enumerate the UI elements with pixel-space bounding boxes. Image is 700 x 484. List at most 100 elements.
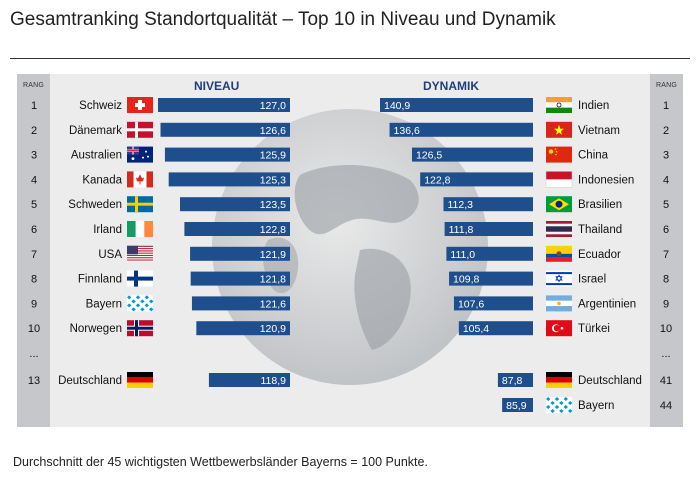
rank-header-left: RANG	[22, 82, 45, 89]
page-title: Gesamtranking Standortqualität – Top 10 …	[10, 9, 556, 30]
flag-israel-icon	[546, 270, 572, 287]
niveau-rank: 1	[31, 100, 37, 112]
niveau-country-label: Deutschland	[58, 375, 122, 387]
niveau-rank: 8	[31, 274, 37, 286]
niveau-bar	[190, 246, 290, 261]
dynamik-country-label: Argentinien	[578, 298, 636, 310]
niveau-country-label: Irland	[93, 224, 122, 236]
dynamik-bar	[446, 246, 533, 261]
dynamik-country-label: Deutschland	[578, 375, 642, 387]
niveau-country-label: Dänemark	[69, 125, 122, 137]
flag-bavaria-icon	[127, 295, 154, 312]
flag-usa-icon	[127, 245, 153, 262]
niveau-country-label: Schweden	[68, 199, 122, 211]
flag-canada-icon	[127, 171, 153, 188]
flag-norway-icon	[127, 320, 153, 337]
flag-switzerland-icon	[127, 97, 153, 113]
dynamik-rank: 5	[663, 199, 669, 211]
niveau-country-label: Schweiz	[79, 100, 122, 112]
dynamik-bar	[411, 147, 533, 162]
dynamik-value-label: 126,5	[416, 150, 442, 162]
dynamik-bar	[380, 98, 533, 112]
niveau-rank: 2	[31, 125, 37, 137]
dynamik-rank: 8	[663, 274, 669, 286]
niveau-bar	[160, 122, 290, 137]
flag-argentina-icon	[546, 295, 572, 312]
niveau-rank: 7	[31, 249, 37, 261]
rank-ellipsis-left: ...	[29, 348, 38, 360]
dynamik-bar	[449, 271, 533, 286]
dynamik-bar	[420, 172, 533, 187]
dynamik-value-label: 122,8	[424, 174, 450, 186]
flag-vietnam-icon	[546, 121, 572, 138]
flag-india-icon	[546, 97, 572, 113]
dynamik-bar	[444, 222, 533, 236]
niveau-value-label: 120,9	[260, 323, 286, 335]
flag-brazil-icon	[546, 196, 572, 213]
niveau-value-label: 123,5	[260, 199, 286, 211]
dynamik-rank: 10	[660, 323, 672, 335]
rank-column-left	[17, 74, 50, 427]
dynamik-country-label: Indonesien	[578, 174, 634, 186]
dynamik-value-label: 140,9	[384, 100, 410, 112]
niveau-value-label: 127,0	[260, 100, 286, 112]
flag-thailand-icon	[546, 221, 572, 237]
dynamik-country-label: Vietnam	[578, 125, 620, 137]
niveau-country-label: USA	[98, 249, 122, 261]
dynamik-rank: 1	[663, 100, 669, 112]
flag-germany-icon	[127, 372, 153, 388]
dynamik-rank: 4	[663, 174, 669, 186]
dynamik-country-label: Ecuador	[578, 249, 621, 261]
niveau-bar	[190, 271, 290, 286]
dynamik-value-label: 111,8	[449, 224, 474, 236]
dynamik-value-label: 87,8	[502, 375, 523, 387]
flag-indonesia-icon	[545, 171, 573, 188]
dynamik-country-label: Israel	[578, 274, 606, 286]
rank-header-right: RANG	[655, 82, 678, 89]
dynamik-rank: 41	[660, 375, 672, 387]
dynamik-country-label: Thailand	[578, 224, 622, 236]
niveau-value-label: 126,6	[260, 125, 286, 137]
dynamik-value-label: 107,6	[458, 298, 484, 310]
dynamik-value-label: 85,9	[506, 400, 527, 412]
dynamik-bar	[453, 296, 533, 311]
niveau-rank: 5	[31, 199, 37, 211]
niveau-value-label: 122,8	[260, 224, 286, 236]
flag-china-icon	[546, 146, 572, 163]
niveau-country-label: Bayern	[86, 298, 122, 310]
flag-finland-icon	[127, 270, 153, 287]
niveau-value-label: 125,9	[260, 150, 286, 162]
dynamik-bar	[502, 398, 533, 412]
rank-ellipsis-right: ...	[661, 348, 670, 360]
niveau-bar	[196, 321, 290, 336]
niveau-bar	[184, 222, 290, 236]
dynamik-bar	[389, 122, 533, 137]
dynamik-rank: 6	[663, 224, 669, 236]
dynamik-rank: 9	[663, 298, 669, 310]
niveau-rank: 9	[31, 298, 37, 310]
title-divider	[10, 58, 690, 59]
dynamik-value-label: 112,3	[448, 199, 474, 211]
niveau-country-label: Kanada	[82, 174, 122, 186]
niveau-country-label: Norwegen	[70, 323, 122, 335]
dynamik-rank: 3	[663, 150, 669, 162]
flag-ecuador-icon	[546, 245, 572, 262]
flag-denmark-icon	[127, 121, 153, 138]
dynamik-country-label: Bayern	[578, 400, 614, 412]
dynamik-bar	[443, 197, 533, 212]
niveau-bar	[164, 147, 290, 162]
flag-sweden-icon	[127, 196, 153, 213]
niveau-bar	[168, 172, 290, 187]
dynamik-country-label: Türkei	[578, 323, 610, 335]
niveau-value-label: 121,6	[260, 298, 286, 310]
niveau-country-label: Australien	[71, 150, 122, 162]
niveau-bar	[191, 296, 290, 311]
niveau-rank: 6	[31, 224, 37, 236]
dynamik-value-label: 111,0	[450, 249, 475, 261]
niveau-header: NIVEAU	[194, 79, 240, 93]
niveau-value-label: 118,9	[261, 375, 287, 387]
dynamik-value-label: 109,8	[453, 274, 479, 286]
flag-bavaria-icon	[546, 397, 573, 413]
niveau-rank: 10	[28, 323, 40, 335]
